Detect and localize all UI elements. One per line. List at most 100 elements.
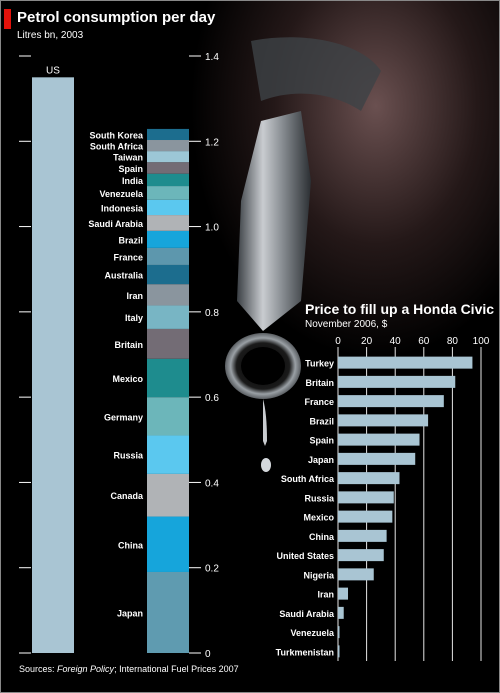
- stack-label-saudi-arabia: Saudi Arabia: [88, 219, 144, 229]
- stack-segment-india: [147, 173, 189, 187]
- stack-segment-south-africa: [147, 140, 189, 152]
- chart1-subtitle: Litres bn, 2003: [17, 30, 84, 41]
- stack-segment-germany: [147, 397, 189, 436]
- chart2-title: Price to fill up a Honda Civic: [305, 301, 495, 317]
- bar-britain: [338, 375, 456, 388]
- stack-segment-italy: [147, 305, 189, 329]
- y-tick-label: 1.2: [205, 137, 219, 148]
- stack-label-britain: Britain: [114, 340, 143, 350]
- stack-label-australia: Australia: [104, 271, 144, 281]
- category-label-south-africa: South Africa: [281, 474, 335, 484]
- bar-china: [338, 529, 387, 542]
- us-bar: [32, 77, 74, 654]
- stack-segment-saudi-arabia: [147, 215, 189, 231]
- category-label-venezuela: Venezuela: [290, 628, 335, 638]
- bar-russia: [338, 491, 394, 504]
- stack-label-canada: Canada: [110, 491, 144, 501]
- stack-label-taiwan: Taiwan: [113, 153, 143, 163]
- stack-segment-australia: [147, 264, 189, 285]
- category-label-britain: Britain: [305, 378, 334, 388]
- category-label-iran: Iran: [317, 590, 334, 600]
- x-tick-label: 20: [361, 336, 373, 347]
- stack-segment-mexico: [147, 358, 189, 398]
- stack-segment-spain: [147, 162, 189, 174]
- bar-turkey: [338, 356, 473, 369]
- bar-united-states: [338, 549, 384, 562]
- bar-south-africa: [338, 472, 400, 485]
- category-label-china: China: [309, 532, 335, 542]
- stack-label-japan: Japan: [117, 608, 143, 618]
- category-label-russia: Russia: [304, 493, 335, 503]
- stack-label-italy: Italy: [125, 313, 143, 323]
- chart1-title: Petrol consumption per day: [17, 9, 216, 26]
- stack-label-brazil: Brazil: [118, 235, 143, 245]
- stack-label-china: China: [118, 540, 144, 550]
- stack-segment-indonesia: [147, 199, 189, 216]
- stack-segment-taiwan: [147, 151, 189, 163]
- x-tick-label: 100: [473, 336, 490, 347]
- category-label-turkmenistan: Turkmenistan: [276, 647, 334, 657]
- stack-label-mexico: Mexico: [112, 374, 143, 384]
- stack-segment-china: [147, 516, 189, 572]
- bar-spain: [338, 433, 420, 446]
- stack-segment-south-korea: [147, 128, 189, 141]
- stack-label-russia: Russia: [113, 451, 144, 461]
- stack-label-south-korea: South Korea: [89, 130, 143, 140]
- sources-italic: Foreign Policy: [57, 664, 115, 674]
- stack-label-south-africa: South Africa: [90, 142, 144, 152]
- sources-rest: ; International Fuel Prices 2007: [114, 664, 239, 674]
- y-tick-label: 1.0: [205, 223, 219, 234]
- sources-note: Sources: Foreign Policy; International F…: [19, 664, 239, 674]
- category-label-nigeria: Nigeria: [303, 570, 335, 580]
- category-label-saudi-arabia: Saudi Arabia: [279, 609, 335, 619]
- stack-segment-russia: [147, 435, 189, 474]
- category-label-japan: Japan: [308, 455, 334, 465]
- stack-label-iran: Iran: [126, 291, 143, 301]
- us-bar-label: US: [46, 65, 60, 76]
- stack-segment-britain: [147, 328, 189, 359]
- x-tick-label: 80: [447, 336, 459, 347]
- category-label-spain: Spain: [309, 436, 334, 446]
- y-tick-label: 0.2: [205, 564, 219, 575]
- bar-venezuela: [338, 626, 340, 639]
- y-tick-label: 0.8: [205, 308, 219, 319]
- x-tick-label: 0: [335, 336, 341, 347]
- bar-nigeria: [338, 568, 374, 581]
- stack-segment-japan: [147, 571, 189, 653]
- category-label-brazil: Brazil: [309, 416, 334, 426]
- bar-brazil: [338, 414, 429, 427]
- stack-segment-venezuela: [147, 186, 189, 200]
- stack-segment-brazil: [147, 230, 189, 248]
- category-label-mexico: Mexico: [303, 513, 334, 523]
- stack-label-venezuela: Venezuela: [99, 189, 144, 199]
- y-tick-label: 0.6: [205, 393, 219, 404]
- stack-label-india: India: [122, 176, 144, 186]
- x-tick-label: 40: [390, 336, 402, 347]
- bar-mexico: [338, 510, 393, 523]
- stack-segment-france: [147, 247, 189, 265]
- stack-label-indonesia: Indonesia: [101, 203, 144, 213]
- x-tick-label: 60: [418, 336, 430, 347]
- stack-label-france: France: [113, 252, 143, 262]
- stack-segment-canada: [147, 473, 189, 517]
- bar-iran: [338, 587, 349, 600]
- y-tick-label: 0.4: [205, 478, 219, 489]
- stack-label-germany: Germany: [104, 412, 143, 422]
- category-label-france: France: [304, 397, 334, 407]
- chart2-subtitle: November 2006, $: [305, 319, 388, 330]
- stack-label-spain: Spain: [118, 164, 143, 174]
- bar-saudi-arabia: [338, 606, 344, 619]
- category-label-turkey: Turkey: [305, 359, 334, 369]
- y-tick-label: 1.4: [205, 52, 219, 63]
- bar-france: [338, 395, 444, 408]
- y-tick-label: 0: [205, 649, 211, 660]
- category-label-united-states: United States: [276, 551, 334, 561]
- bar-turkmenistan: [338, 645, 340, 658]
- bar-japan: [338, 452, 416, 465]
- stack-segment-iran: [147, 284, 189, 306]
- sources-prefix: Sources:: [19, 664, 58, 674]
